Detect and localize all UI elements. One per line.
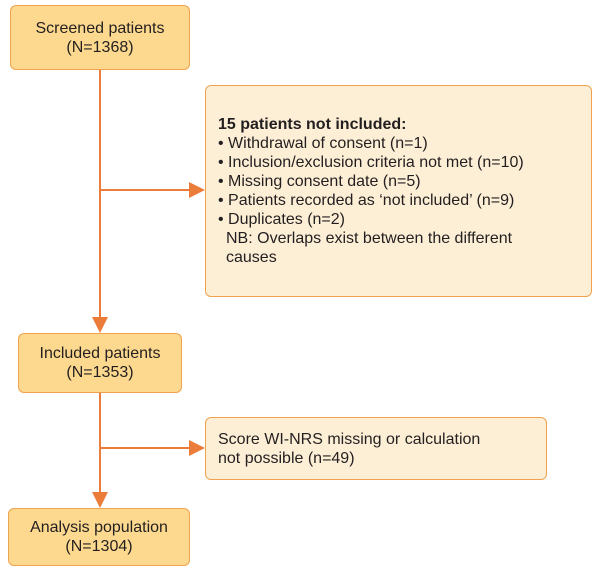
box-text: Score WI-NRS missing or calculation bbox=[218, 430, 481, 448]
flow-box: Included patients (N=1353) bbox=[18, 333, 182, 393]
box-text: causes bbox=[226, 249, 277, 266]
box-text: • Patients recorded as ‘not included’ (n… bbox=[218, 192, 515, 209]
flow-box: Analysis population (N=1304) bbox=[8, 508, 190, 566]
box-text: • Inclusion/exclusion criteria not met (… bbox=[218, 154, 524, 171]
box-text: (N=1304) bbox=[65, 538, 133, 555]
box-text: Screened patients bbox=[35, 19, 165, 37]
box-text: not possible (n=49) bbox=[218, 449, 355, 467]
box-text: Analysis population bbox=[30, 519, 168, 536]
box-text: (N=1353) bbox=[66, 364, 134, 381]
exclusion-box: Score WI-NRS missing or calculation not p… bbox=[205, 417, 547, 480]
box-text: (N=1368) bbox=[66, 38, 134, 56]
box-title: 15 patients not included: bbox=[218, 116, 407, 133]
box-text: • Withdrawal of consent (n=1) bbox=[218, 135, 428, 152]
box-text: NB: Overlaps exist between the different bbox=[226, 230, 513, 247]
box-text: • Missing consent date (n=5) bbox=[218, 173, 421, 190]
exclusion-box: 15 patients not included: • Withdrawal of… bbox=[205, 85, 592, 297]
box-text: • Duplicates (n=2) bbox=[218, 211, 345, 228]
flow-box: Screened patients (N=1368) bbox=[10, 5, 190, 70]
box-text: Included patients bbox=[39, 345, 161, 362]
